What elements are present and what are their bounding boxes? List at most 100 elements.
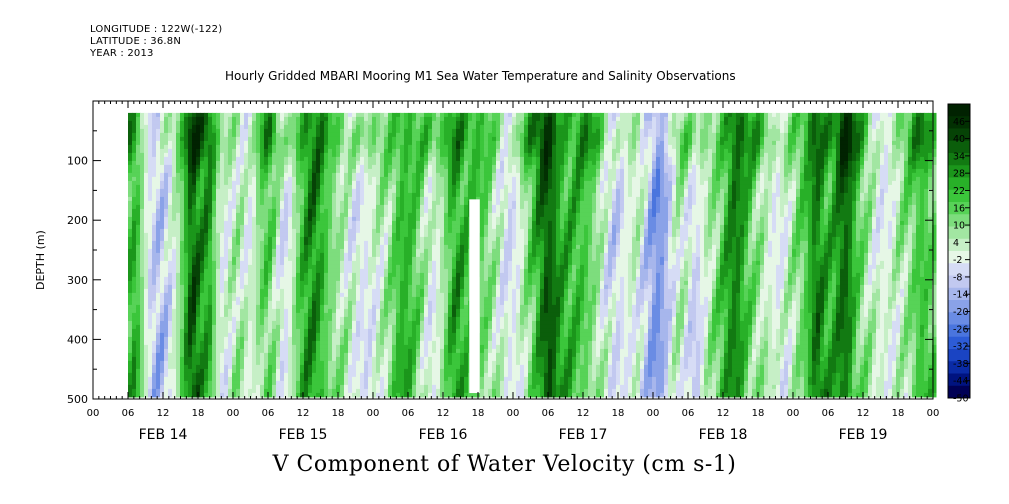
heatmap-cell <box>196 372 201 378</box>
heatmap-cell <box>224 116 229 122</box>
heatmap-cell <box>248 328 253 334</box>
heatmap-cell <box>308 312 313 318</box>
heatmap-cell <box>292 292 297 298</box>
heatmap-cell <box>340 264 345 270</box>
heatmap-cell <box>168 168 173 174</box>
heatmap-cell <box>244 276 249 282</box>
heatmap-cell <box>224 132 229 138</box>
heatmap-cell <box>284 232 289 238</box>
heatmap-cell <box>296 196 301 202</box>
heatmap-cell <box>352 268 357 274</box>
heatmap-cell <box>208 356 213 362</box>
heatmap-cell <box>312 392 317 398</box>
heatmap-cell <box>136 188 141 194</box>
heatmap-cell <box>208 224 213 230</box>
heatmap-cell <box>200 252 205 258</box>
heatmap-cell <box>336 168 341 174</box>
heatmap-cell <box>312 368 317 374</box>
heatmap-cell <box>168 320 173 326</box>
heatmap-cell <box>324 116 329 122</box>
heatmap-cell <box>172 132 177 138</box>
heatmap-cell <box>232 140 237 146</box>
heatmap-cell <box>300 364 305 370</box>
heatmap-cell <box>348 280 353 286</box>
heatmap-cell <box>344 184 349 190</box>
heatmap-cell <box>408 196 413 202</box>
heatmap-cell <box>216 116 221 122</box>
heatmap-cell <box>172 256 177 262</box>
heatmap-cell <box>248 120 253 126</box>
heatmap-cell <box>320 216 325 222</box>
heatmap-cell <box>160 236 165 242</box>
heatmap-cell <box>344 180 349 186</box>
heatmap-cell <box>236 168 241 174</box>
heatmap-cell <box>164 332 169 338</box>
heatmap-cell <box>172 356 177 362</box>
heatmap-cell <box>192 148 197 154</box>
heatmap-cell <box>324 268 329 274</box>
heatmap-cell <box>160 324 165 330</box>
heatmap-cell <box>320 120 325 126</box>
heatmap-cell <box>164 228 169 234</box>
heatmap-cell <box>160 252 165 258</box>
heatmap-cell <box>348 224 353 230</box>
heatmap-cell <box>332 124 337 130</box>
heatmap-cell <box>340 188 345 194</box>
heatmap-cell <box>200 176 205 182</box>
heatmap-cell <box>344 336 349 342</box>
heatmap-cell <box>148 180 153 186</box>
heatmap-cell <box>220 184 225 190</box>
heatmap-cell <box>380 364 385 370</box>
heatmap-cell <box>392 208 397 214</box>
heatmap-cell <box>296 368 301 374</box>
heatmap-cell <box>192 112 197 118</box>
heatmap-cell <box>224 136 229 142</box>
heatmap-cell <box>260 276 265 282</box>
heatmap-cell <box>388 168 393 174</box>
heatmap-cell <box>404 224 409 230</box>
heatmap-cell <box>164 240 169 246</box>
heatmap-cell <box>388 368 393 374</box>
heatmap-cell <box>284 356 289 362</box>
heatmap-cell <box>308 284 313 290</box>
heatmap-cell <box>384 260 389 266</box>
heatmap-cell <box>228 192 233 198</box>
heatmap-cell <box>356 348 361 354</box>
heatmap-cell <box>276 376 281 382</box>
heatmap-cell <box>240 196 245 202</box>
heatmap-cell <box>348 252 353 258</box>
heatmap-cell <box>328 328 333 334</box>
heatmap-cell <box>360 304 365 310</box>
heatmap-cell <box>276 136 281 142</box>
heatmap-cell <box>144 360 149 366</box>
heatmap-cell <box>136 336 141 342</box>
heatmap-cell <box>288 168 293 174</box>
heatmap-cell <box>292 260 297 266</box>
heatmap-cell <box>360 300 365 306</box>
heatmap-cell <box>152 372 157 378</box>
heatmap-cell <box>152 272 157 278</box>
heatmap-cell <box>156 220 161 226</box>
heatmap-cell <box>380 164 385 170</box>
heatmap-cell <box>344 392 349 398</box>
heatmap-cell <box>184 160 189 166</box>
heatmap-cell <box>184 312 189 318</box>
heatmap-cell <box>156 140 161 146</box>
heatmap-cell <box>320 212 325 218</box>
heatmap-cell <box>388 192 393 198</box>
heatmap-cell <box>192 188 197 194</box>
heatmap-cell <box>180 188 185 194</box>
heatmap-cell <box>332 116 337 122</box>
heatmap-cell <box>308 260 313 266</box>
heatmap-cell <box>132 356 137 362</box>
heatmap-cell <box>156 276 161 282</box>
heatmap-cell <box>400 164 405 170</box>
heatmap-cell <box>236 236 241 242</box>
heatmap-cell <box>192 136 197 142</box>
heatmap-cell <box>384 324 389 330</box>
heatmap-cell <box>288 272 293 278</box>
heatmap-cell <box>232 248 237 254</box>
heatmap-cell <box>224 280 229 286</box>
heatmap-cell <box>336 252 341 258</box>
heatmap-cell <box>324 312 329 318</box>
